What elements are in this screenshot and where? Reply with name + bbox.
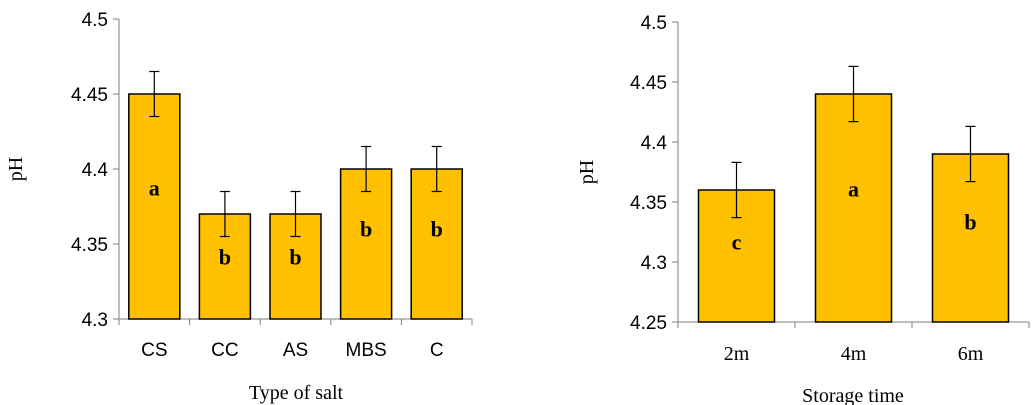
bar bbox=[339, 168, 393, 320]
x-axis-title: Type of salt bbox=[249, 382, 344, 404]
y-axis-title: pH bbox=[5, 157, 27, 181]
x-tick-label: CC bbox=[211, 340, 238, 361]
y-tick-label: 4.45 bbox=[71, 85, 108, 106]
x-tick-label: 2m bbox=[724, 343, 750, 365]
x-tick-label: 6m bbox=[958, 343, 984, 365]
significance-letter: b bbox=[431, 217, 443, 242]
y-tick-label: 4.4 bbox=[82, 160, 109, 181]
x-tick-label: AS bbox=[283, 340, 308, 361]
salt-chart: 4.3 4.35 4.4 4.45 4.5 a CS b CC b AS b MBS b C Type of … bbox=[5, 10, 473, 404]
x-tick-label: MBS bbox=[346, 340, 387, 361]
y-tick-label: 4.25 bbox=[630, 313, 667, 334]
bar bbox=[198, 213, 252, 320]
x-tick-label: 4m bbox=[841, 343, 867, 365]
storage-chart: 4.25 4.3 4.35 4.4 4.45 4.5 c 2m a 4m b 6m Storage ti… bbox=[576, 13, 1030, 405]
significance-letter: b bbox=[360, 217, 372, 242]
significance-letter: a bbox=[848, 177, 859, 202]
x-tick-label: CS bbox=[141, 340, 167, 361]
significance-letter: a bbox=[149, 175, 160, 200]
y-tick-label: 4.3 bbox=[641, 253, 667, 274]
y-tick-label: 4.35 bbox=[630, 193, 667, 214]
y-tick-label: 4.4 bbox=[641, 133, 668, 154]
bar bbox=[128, 93, 181, 320]
bar bbox=[814, 93, 893, 323]
y-axis-title: pH bbox=[576, 160, 598, 184]
y-tick-label: 4.3 bbox=[82, 310, 108, 331]
significance-letter: b bbox=[289, 245, 301, 270]
x-tick-label: C bbox=[430, 340, 444, 361]
significance-letter: c bbox=[732, 229, 742, 254]
x-axis-title: Storage time bbox=[802, 385, 904, 405]
y-tick-label: 4.35 bbox=[71, 235, 108, 256]
bar bbox=[410, 168, 463, 320]
significance-letter: b bbox=[964, 210, 976, 235]
significance-letter: b bbox=[219, 245, 231, 270]
y-tick-label: 4.5 bbox=[641, 13, 667, 34]
y-tick-label: 4.5 bbox=[82, 10, 108, 31]
y-tick-label: 4.45 bbox=[630, 73, 667, 94]
